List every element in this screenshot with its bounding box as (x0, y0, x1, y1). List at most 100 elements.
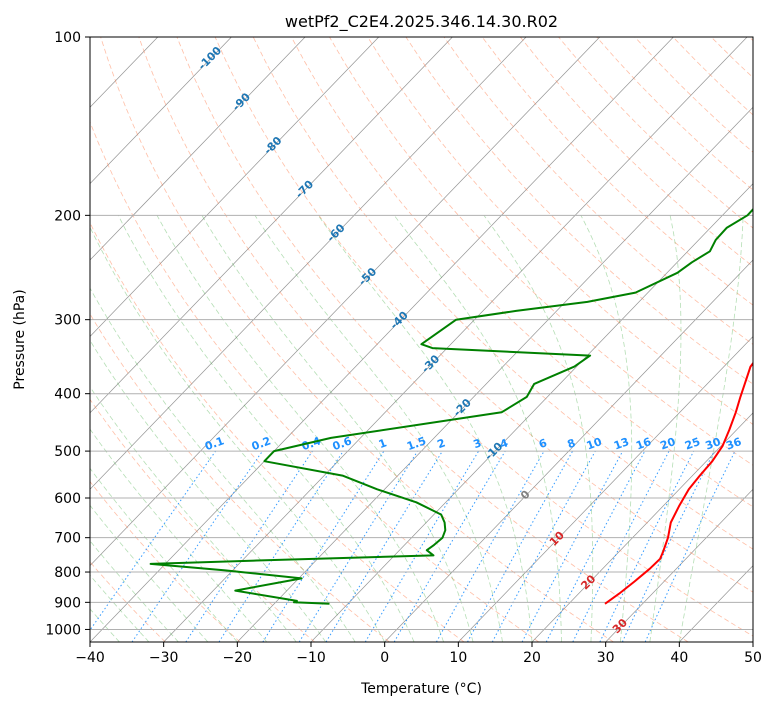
mixing-ratio-label: 0.6 (331, 434, 354, 453)
isotherm-line (90, 37, 674, 642)
dry-adiabat-line (138, 37, 689, 642)
mixing-ratio-line (90, 450, 217, 632)
isotherm-line (237, 106, 753, 642)
moist-adiabat-line (90, 428, 268, 642)
dry-adiabat-line (176, 37, 753, 637)
mixing-ratio-line (435, 450, 545, 642)
y-tick-label: 200 (54, 208, 81, 224)
isotherm-line (458, 335, 753, 642)
mixing-ratio-label: 8 (566, 436, 578, 451)
mixing-ratio-label: 16 (634, 435, 653, 453)
temperature-profile (604, 361, 753, 605)
mixing-ratio-label: 6 (537, 436, 549, 451)
dry-adiabat-line (329, 37, 753, 466)
y-axis-label: Pressure (hPa) (12, 289, 28, 389)
dry-adiabat-line (90, 313, 390, 642)
moist-adiabat-line (201, 215, 474, 642)
mixing-ratio-line (467, 450, 574, 642)
y-tick-label: 600 (54, 491, 81, 507)
isotherm-line (605, 488, 753, 642)
x-axis-label: Temperature (°C) (360, 681, 482, 697)
moist-adiabat-line (393, 215, 562, 642)
moist-adiabat-line (317, 215, 533, 642)
y-tick-label: 500 (54, 444, 81, 460)
isotherm-line (90, 37, 601, 567)
mixing-ratio-label: 36 (724, 435, 743, 453)
y-tick-label: 800 (54, 565, 81, 581)
mixing-ratio-label: 1 (377, 436, 389, 451)
x-axis: −40 −30 −20 −10 0 10 20 30 40 50 (75, 642, 762, 666)
isotherm-line (310, 183, 753, 642)
mixing-ratio-line (131, 450, 263, 642)
x-tick-label: 50 (744, 650, 762, 666)
chart-title: wetPf2_C2E4.2025.346.14.30.R02 (285, 12, 558, 32)
moist-adiabat-line (649, 215, 682, 642)
plot-frame (89, 36, 754, 643)
mixing-ratio-line (599, 450, 695, 642)
dry-adiabat-line (252, 37, 753, 550)
moist-adiabat-line (90, 574, 150, 642)
dewpoint-profile (149, 207, 753, 605)
moist-adiabat-line (90, 540, 179, 642)
mixing-ratio-label: 2 (435, 436, 447, 451)
x-tick-label: 30 (597, 650, 615, 666)
pressure-gridlines (90, 37, 753, 630)
mixing-ratio-label: 0.2 (250, 434, 273, 453)
mixing-ratio-label: 20 (658, 435, 677, 453)
isotherm-line (90, 37, 232, 185)
dry-adiabat-line (90, 561, 166, 642)
moist-adiabat-line (90, 467, 238, 642)
x-tick-label: −20 (223, 650, 253, 666)
mixing-ratio-label: 0.1 (203, 434, 226, 453)
dry-adiabat-line (443, 37, 753, 345)
isotherm-line (384, 259, 753, 642)
moist-adiabat-line (156, 215, 444, 642)
mixing-ratio-line (572, 450, 670, 642)
y-tick-label: 900 (54, 595, 81, 611)
mixing-ratio-label: 3 (472, 436, 484, 451)
y-tick-label: 400 (54, 387, 81, 403)
x-tick-label: 20 (523, 650, 541, 666)
background-lines (90, 37, 753, 642)
x-tick-label: 40 (670, 650, 688, 666)
isotherm-line (90, 37, 380, 337)
moist-adiabat-line (90, 504, 209, 642)
isotherm-line (163, 37, 748, 642)
mixing-ratio-line (325, 450, 443, 642)
dry-adiabat-line (90, 221, 465, 642)
x-tick-label: −30 (149, 650, 179, 666)
moist-adiabat-line (90, 339, 327, 642)
x-tick-label: −40 (75, 650, 105, 666)
mixing-ratio-label: 13 (612, 435, 631, 452)
dry-adiabat-line (214, 37, 753, 593)
isotherm-line (90, 37, 527, 490)
y-tick-label: 100 (54, 30, 81, 46)
x-tick-label: −10 (296, 650, 326, 666)
x-tick-label: 10 (449, 650, 467, 666)
dry-adiabat-line (291, 37, 753, 508)
mixing-ratio-line (262, 450, 385, 642)
moist-adiabat-line (90, 226, 386, 642)
mixing-ratio-label: 0.4 (300, 434, 323, 453)
moist-adiabat-line (254, 215, 503, 642)
mixing-ratio-label: 1.5 (405, 434, 428, 453)
moist-adiabat-line (580, 215, 633, 642)
moist-adiabat-line (117, 215, 415, 642)
mixing-ratio-line (218, 450, 344, 642)
mixing-ratio-label: 10 (585, 435, 604, 453)
mixing-ratio-label: 30 (704, 435, 723, 453)
sounding-profiles (149, 207, 753, 605)
moist-adiabat-line (90, 287, 356, 642)
y-tick-label: 300 (54, 313, 81, 329)
mixing-ratio-line (185, 450, 313, 642)
moist-adiabat-line (483, 215, 594, 642)
dry-adiabat-line (367, 37, 753, 425)
y-axis: 100 200 300 400 500 600 700 800 900 1000 (45, 30, 90, 638)
x-tick-label: 0 (380, 650, 389, 666)
isotherm-line (90, 37, 453, 414)
dry-adiabat-line (100, 37, 614, 642)
mixing-ratio-label: 4 (498, 436, 510, 451)
mixing-ratio-label: 25 (683, 435, 702, 452)
